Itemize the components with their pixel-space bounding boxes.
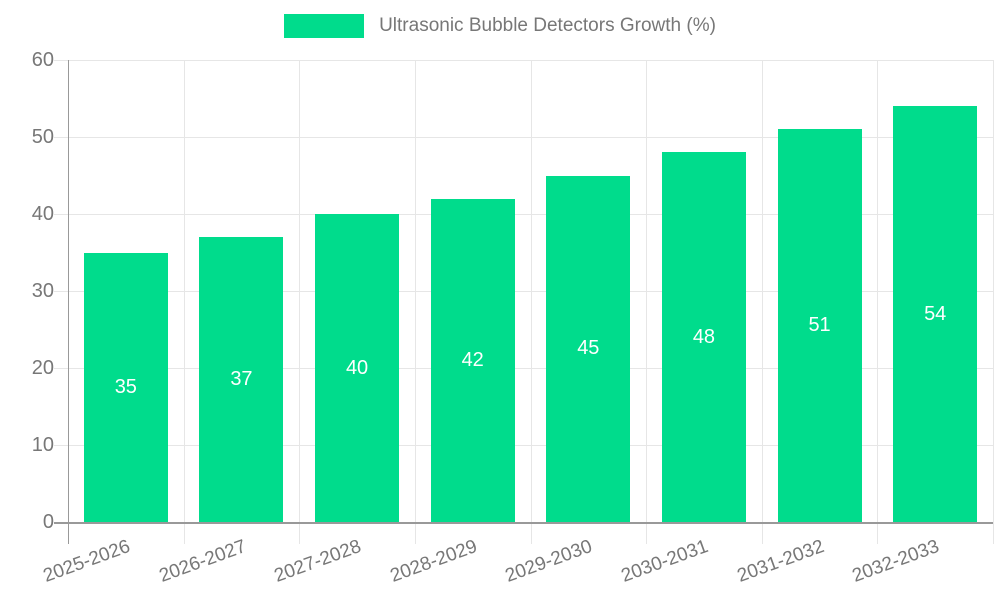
bar-value-label: 42 [461,348,484,371]
gridline-horizontal [54,445,993,446]
y-axis-line [68,60,69,544]
bar-value-label: 48 [692,325,716,348]
x-tick-label: 2031-2032 [734,536,827,587]
bar[interactable]: 42 [430,198,515,522]
gridline-horizontal [54,368,993,369]
x-tick-label: 2027-2028 [271,536,365,587]
x-tick-label: 2029-2030 [502,536,596,587]
gridline-vertical [761,60,763,544]
bar-value-label: 45 [577,337,600,360]
gridline-horizontal [54,60,993,61]
bar[interactable]: 40 [315,214,400,522]
bar-value-label: 37 [230,368,253,391]
gridline-horizontal [54,137,993,138]
y-tick-label: 0 [42,511,54,533]
bar[interactable]: 35 [83,252,168,522]
legend[interactable]: Ultrasonic Bubble Detectors Growth (%) [0,14,1000,38]
gridline-vertical [414,60,416,544]
gridline-vertical [993,60,994,544]
x-tick-label: 2025-2026 [40,536,133,587]
x-axis-line [54,522,993,524]
legend-swatch-icon [284,14,365,38]
y-tick-label: 40 [31,203,54,225]
bar[interactable]: 45 [546,175,631,522]
gridline-vertical [299,60,301,544]
gridline-vertical [530,60,532,544]
bar[interactable]: 54 [893,106,978,522]
gridline-vertical [877,60,879,544]
gridline-horizontal [54,214,993,215]
x-tick-label: 2032-2033 [849,536,943,587]
y-tick-label: 30 [31,280,54,302]
gridline-vertical [646,60,648,544]
legend-label: Ultrasonic Bubble Detectors Growth (%) [379,15,716,36]
bar-value-label: 54 [924,302,947,325]
x-tick-label: 2030-2031 [618,536,712,587]
y-tick-label: 60 [31,49,54,71]
bar-value-label: 35 [114,375,137,398]
bar-value-label: 40 [345,356,369,379]
y-tick-label: 50 [31,126,54,148]
gridline-vertical [183,60,185,544]
bar[interactable]: 51 [777,129,862,522]
bar[interactable]: 48 [661,152,746,522]
bar[interactable]: 37 [199,237,284,522]
y-tick-label: 20 [31,357,54,379]
gridline-horizontal [54,291,993,292]
x-tick-label: 2026-2027 [156,536,249,587]
x-tick-label: 2028-2029 [387,536,480,587]
y-tick-label: 10 [31,434,54,456]
bar-value-label: 51 [808,314,831,337]
